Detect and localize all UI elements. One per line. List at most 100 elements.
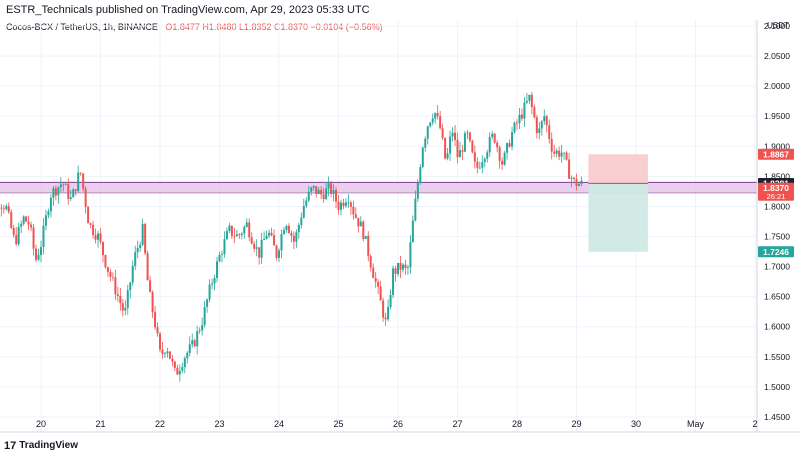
candle-body	[468, 132, 471, 141]
candle-body	[49, 197, 52, 212]
candle-body	[35, 248, 38, 260]
candle-body	[409, 242, 412, 268]
candle-body	[315, 186, 318, 194]
candle-body	[47, 211, 50, 216]
y-tick-label: 1.7000	[764, 262, 790, 272]
x-tick-label: 25	[333, 419, 343, 429]
candle-body	[411, 220, 414, 243]
symbol-legend[interactable]: Cocos-BCX / TetherUS, 1h, BINANCE O1.847…	[6, 20, 383, 34]
candle-body	[27, 221, 30, 225]
candle-body	[377, 281, 380, 287]
candle-body	[394, 268, 397, 274]
price-axis[interactable]: USDT 2.1000 2.0500 2.0000 1.9500 1.9000 1.850…	[764, 21, 790, 422]
candle-body	[558, 150, 561, 157]
candle-body	[401, 264, 404, 270]
candle-body	[342, 202, 345, 206]
candles-layer	[0, 91, 583, 382]
time-axis[interactable]: 20 21 22 23 24 25 26 27 28 29 30 May 2	[36, 419, 758, 429]
candle-body	[325, 188, 328, 200]
candle-body	[0, 207, 3, 209]
candle-body	[389, 294, 392, 308]
tradingview-brand[interactable]: 17 TradingView	[4, 438, 78, 454]
candle-body	[32, 227, 35, 249]
candle-body	[520, 114, 523, 119]
x-tick-label: 24	[274, 419, 284, 429]
candle-body	[154, 312, 157, 328]
candle-body	[166, 351, 169, 354]
candle-body	[347, 202, 350, 204]
candle-body	[134, 252, 137, 266]
candle-body	[228, 225, 231, 232]
candle-body	[354, 214, 357, 218]
take-profit-area	[588, 183, 648, 252]
candle-body	[258, 247, 261, 258]
supply-zone	[0, 182, 757, 193]
candle-body	[116, 294, 119, 297]
y-tick-label: 1.9000	[764, 141, 790, 151]
candle-body	[176, 367, 179, 375]
candle-body	[208, 284, 211, 300]
candle-body	[476, 161, 479, 168]
candle-body	[573, 177, 576, 180]
candle-body	[263, 238, 266, 241]
candle-body	[364, 235, 367, 239]
candle-body	[178, 370, 181, 375]
candle-body	[186, 352, 189, 359]
candle-body	[168, 351, 171, 359]
candle-body	[550, 139, 553, 152]
candle-body	[273, 235, 276, 246]
candle-body	[72, 189, 75, 198]
price-label-text: 1.7246	[763, 247, 789, 257]
candle-body	[233, 235, 236, 237]
candle-body	[243, 226, 246, 234]
publisher-header: ESTR_Technicals published on TradingView…	[0, 0, 800, 20]
candle-body	[441, 128, 444, 138]
candle-body	[501, 160, 504, 165]
candle-body	[473, 152, 476, 162]
candle-body	[436, 113, 439, 117]
candle-body	[553, 151, 556, 154]
candle-body	[307, 191, 310, 201]
candle-body	[424, 138, 427, 148]
candle-body	[538, 128, 541, 134]
candle-body	[268, 232, 271, 236]
candle-body	[121, 303, 124, 311]
candle-body	[203, 306, 206, 326]
candle-body	[191, 340, 194, 345]
candle-body	[240, 233, 243, 236]
candle-body	[216, 261, 219, 278]
x-tick-label: 2	[752, 419, 757, 429]
candle-body	[285, 225, 288, 230]
candle-body	[580, 180, 583, 185]
y-tick-label: 1.7500	[764, 232, 790, 242]
candle-body	[220, 253, 223, 255]
candle-body	[144, 224, 147, 254]
x-tick-label: 29	[571, 419, 581, 429]
candle-body	[305, 200, 308, 206]
candle-body	[173, 361, 176, 368]
candle-body	[555, 150, 558, 154]
candle-body	[461, 150, 464, 152]
candle-body	[161, 349, 164, 354]
candle-body	[367, 235, 370, 257]
candle-body	[406, 267, 409, 269]
candle-body	[17, 226, 20, 245]
candle-body	[282, 229, 285, 235]
candle-body	[335, 190, 338, 202]
candle-body	[146, 253, 149, 281]
candle-body	[444, 137, 447, 159]
x-tick-label: 20	[36, 419, 46, 429]
symbol-name[interactable]: Cocos-BCX / TetherUS, 1h, BINANCE	[6, 22, 158, 32]
candle-body	[506, 143, 509, 153]
candle-body	[446, 153, 449, 159]
candle-body	[434, 113, 437, 119]
candle-body	[458, 150, 461, 158]
candle-body	[278, 250, 280, 258]
publisher-line: ESTR_Technicals published on TradingView…	[6, 4, 370, 16]
candle-body	[238, 234, 241, 236]
candle-body	[15, 234, 18, 245]
candle-body	[456, 139, 459, 158]
candle-body	[280, 234, 283, 251]
candle-body	[151, 292, 154, 313]
